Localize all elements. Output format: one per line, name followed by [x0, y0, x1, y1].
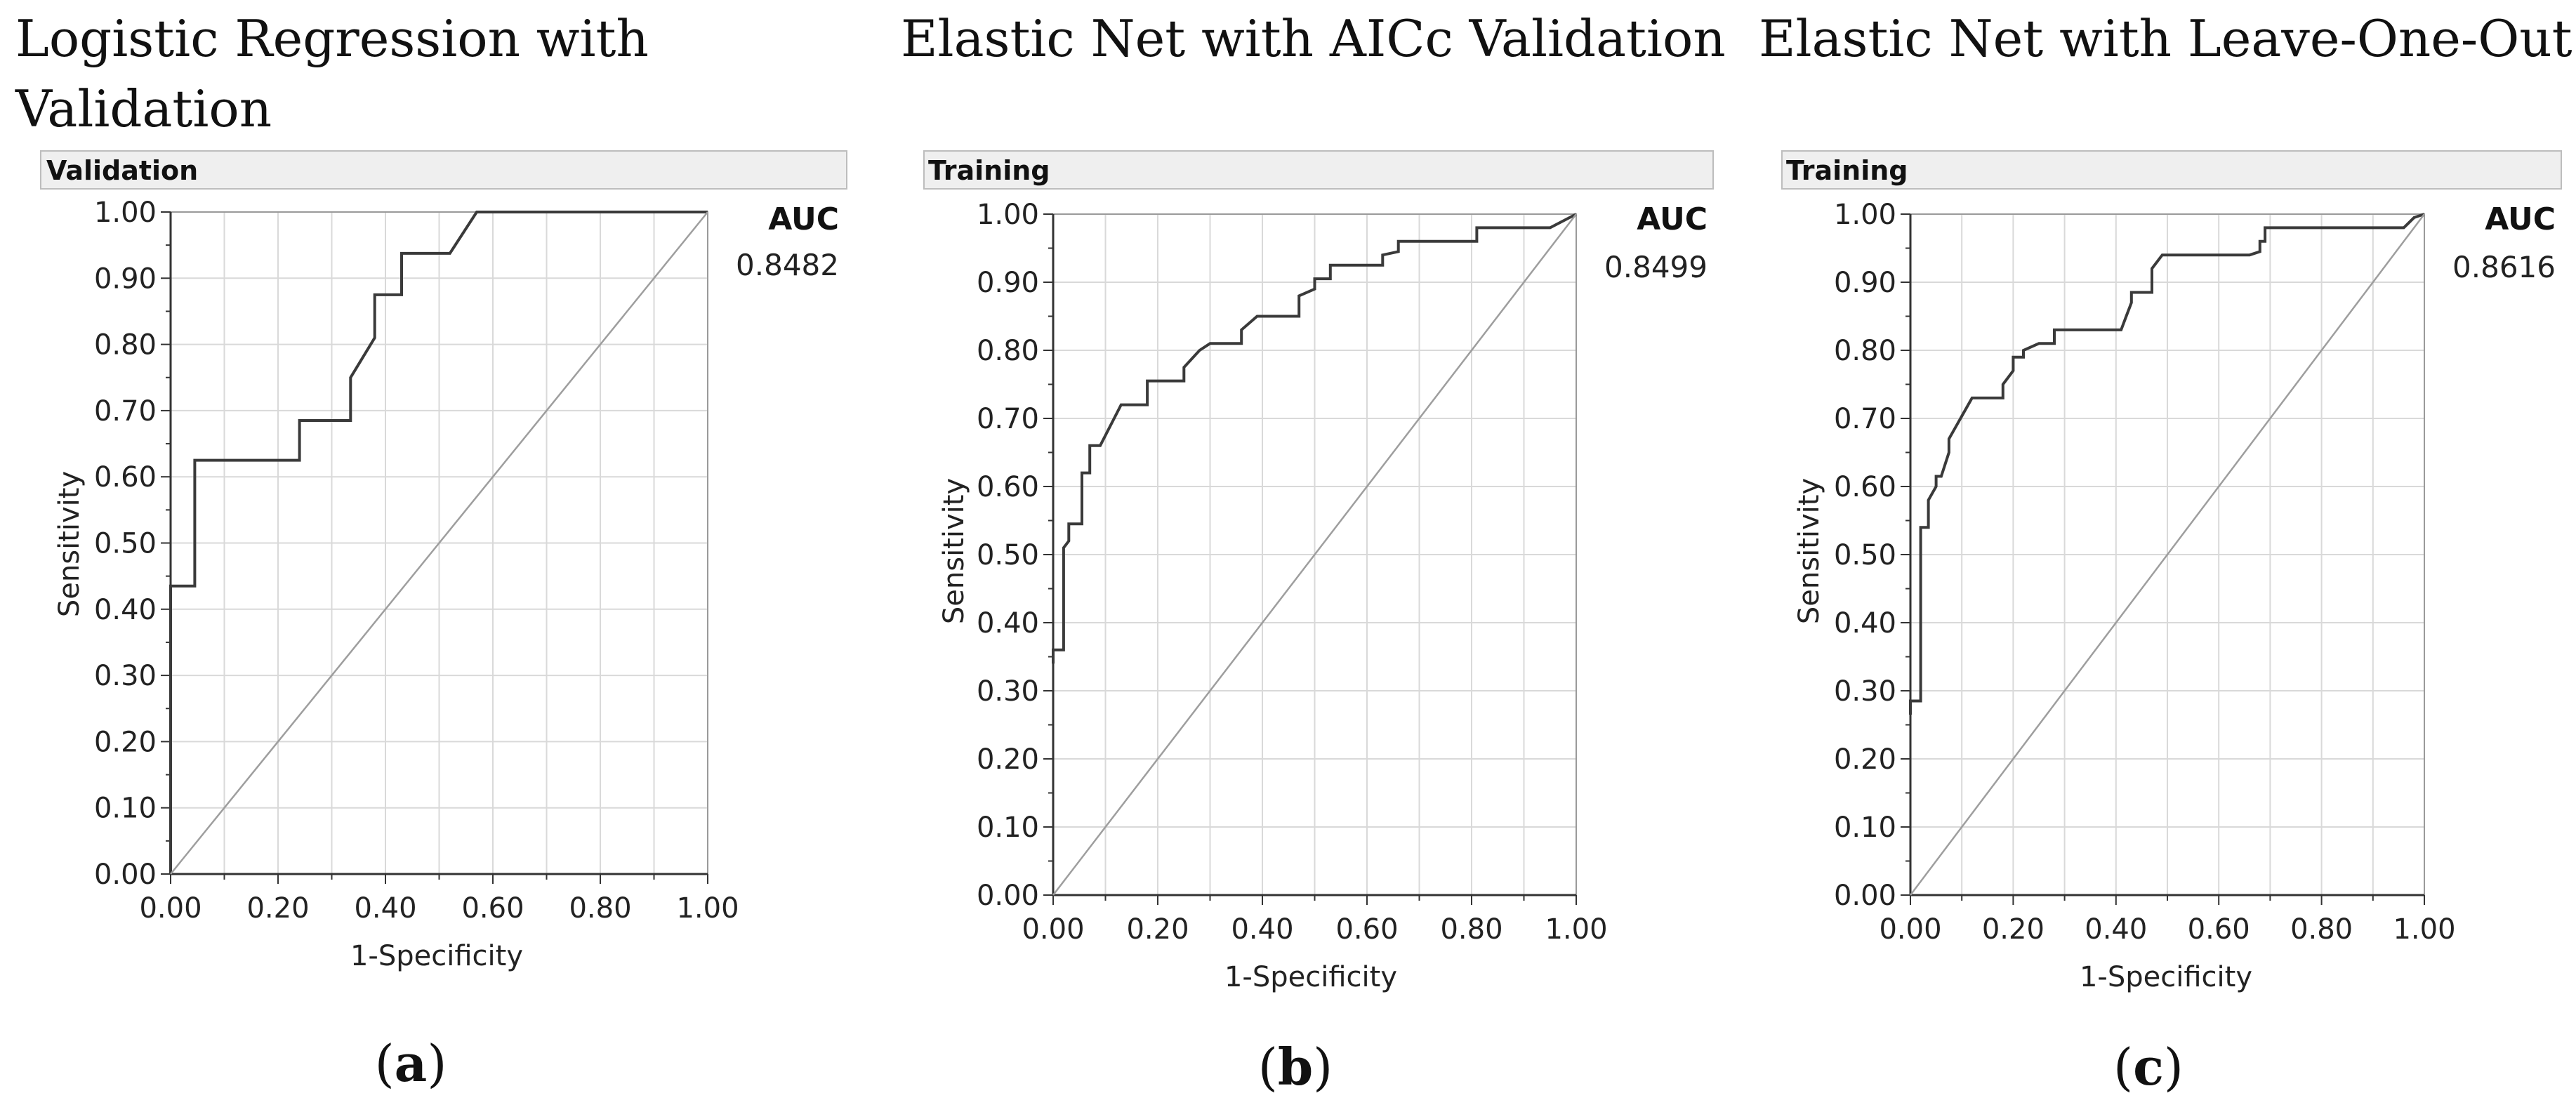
panel-c-title: Elastic Net with Leave-One-Out — [1759, 9, 2572, 68]
panel-b-series-reference-line — [1052, 213, 1577, 896]
panel-b-y-tick-label-5: 0.50 — [977, 539, 1039, 571]
panel-a-auc-value: 0.8482 — [736, 248, 839, 282]
panel-a-title-line2: Validation — [15, 79, 272, 138]
panel-a-caption-letter: a — [395, 1033, 428, 1093]
panel-c-series-reference-line — [1910, 213, 2425, 896]
panel-b-title: Elastic Net with AICc Validation — [901, 9, 1726, 68]
panel-a-y-tick-label-6: 0.60 — [94, 461, 157, 494]
panel-c-y-tick-label-6: 0.60 — [1834, 471, 1896, 503]
panel-a-y-tick-label-1: 0.10 — [94, 793, 157, 825]
panel-c-x-tick-label-2: 0.40 — [2085, 913, 2147, 946]
panel-a-x-tick-label-2: 0.40 — [354, 892, 416, 925]
panel-b-y-tick-label-0: 0.00 — [977, 880, 1039, 912]
panel-c-y-tick-label-1: 0.10 — [1834, 812, 1896, 844]
panel-a-header-bar — [40, 150, 847, 190]
panel-b-y-tick-label-2: 0.20 — [977, 743, 1039, 776]
panel-b-x-tick-label-4: 0.80 — [1440, 913, 1502, 946]
panel-b-x-tick-label-0: 0.00 — [1022, 913, 1084, 946]
panel-a-x-tick-label-3: 0.60 — [461, 892, 524, 925]
panel-a-x-tick-label-1: 0.20 — [246, 892, 309, 925]
panel-b: Elastic Net with AICc Validation Trainin… — [901, 9, 1726, 1097]
panel-a-y-tick-label-10: 1.00 — [94, 197, 157, 229]
panel-c-plot: 0.00 0.10 0.20 0.30 0.40 0.50 0.60 0.70 0.80 0.90… — [1834, 199, 2456, 946]
panel-b-x-tick-label-2: 0.40 — [1231, 913, 1293, 946]
panel-c-x-tick-label-5: 1.00 — [2393, 913, 2455, 946]
panel-c-x-tick-label-4: 0.80 — [2290, 913, 2353, 946]
panel-a-x-tick-label-4: 0.80 — [569, 892, 631, 925]
panel-b-y-tick-label-10: 1.00 — [977, 199, 1039, 231]
panel-c-y-tick-label-10: 1.00 — [1834, 199, 1896, 231]
panel-c-y-tick-label-5: 0.50 — [1834, 539, 1896, 571]
panel-a-x-tick-label-0: 0.00 — [139, 892, 202, 925]
panel-c-x-axis-label: 1-Specificity — [2080, 961, 2252, 993]
panel-c-y-axis-label: Sensitivity — [1793, 478, 1825, 624]
panel-b-x-tick-label-1: 0.20 — [1126, 913, 1189, 946]
panel-a-x-axis-label: 1-Specificity — [350, 940, 523, 972]
panel-a-title-line1: Logistic Regression with — [15, 9, 649, 68]
panel-a-header-label: Validation — [46, 155, 198, 186]
panel-c-auc-value: 0.8616 — [2452, 250, 2556, 284]
panel-c-caption: (c) — [2113, 1037, 2184, 1097]
panel-c-x-tick-label-1: 0.20 — [1982, 913, 2045, 946]
panel-c-y-tick-label-9: 0.90 — [1834, 267, 1896, 299]
panel-a-x-tick-label-5: 1.00 — [676, 892, 739, 925]
panel-a-plot: 0.00 0.10 0.20 0.30 0.40 0.50 0.60 0.70 0.80 0.90… — [94, 197, 739, 925]
panel-b-y-tick-label-3: 0.30 — [977, 675, 1039, 708]
panel-c-x-tick-label-3: 0.60 — [2188, 913, 2250, 946]
panel-c-x-tick-label-0: 0.00 — [1879, 913, 1941, 946]
panel-a-y-tick-label-9: 0.90 — [94, 263, 157, 295]
panel-a-series-reference-line — [170, 211, 708, 875]
panel-b-x-tick-label-3: 0.60 — [1335, 913, 1398, 946]
panel-b-plot: 0.00 0.10 0.20 0.30 0.40 0.50 0.60 0.70 0.80 0.90… — [977, 199, 1608, 946]
panel-a-y-tick-label-5: 0.50 — [94, 528, 157, 560]
panel-a-y-tick-label-4: 0.40 — [94, 594, 157, 626]
panel-b-series-roc-curve — [1052, 213, 1577, 664]
panel-b-caption-letter: b — [1278, 1037, 1313, 1097]
panel-a-caption: (a) — [375, 1033, 447, 1093]
panel-b-y-tick-label-7: 0.70 — [977, 403, 1039, 435]
panel-b-auc-value: 0.8499 — [1604, 250, 1708, 284]
panel-a-y-tick-label-7: 0.70 — [94, 395, 157, 428]
panel-b-caption: (b) — [1258, 1037, 1333, 1097]
panel-a: Logistic Regression with Validation Vali… — [15, 9, 847, 1093]
panel-a-series-roc-curve — [169, 211, 708, 874]
panel-c-auc-label: AUC — [2485, 201, 2556, 237]
panel-c-y-tick-label-0: 0.00 — [1834, 880, 1896, 912]
panel-b-y-axis-label: Sensitivity — [938, 478, 970, 624]
panel-b-y-tick-label-8: 0.80 — [977, 335, 1039, 367]
panel-a-y-axis-label: Sensitivity — [53, 471, 86, 617]
panel-c-y-tick-label-8: 0.80 — [1834, 335, 1896, 367]
panel-c: Elastic Net with Leave-One-Out Training … — [1759, 9, 2572, 1097]
panel-b-x-axis-label: 1-Specificity — [1224, 961, 1397, 993]
panel-c-y-tick-label-3: 0.30 — [1834, 675, 1896, 708]
panel-c-y-tick-label-7: 0.70 — [1834, 403, 1896, 435]
panel-b-y-tick-label-6: 0.60 — [977, 471, 1039, 503]
panel-a-y-tick-label-8: 0.80 — [94, 329, 157, 362]
panel-c-y-tick-label-2: 0.20 — [1834, 743, 1896, 776]
panel-c-header-label: Training — [1786, 155, 1908, 186]
panel-a-y-tick-label-2: 0.20 — [94, 726, 157, 758]
panel-b-y-tick-label-4: 0.40 — [977, 607, 1039, 640]
panel-b-y-tick-label-1: 0.10 — [977, 812, 1039, 844]
panel-b-header-label: Training — [928, 155, 1050, 186]
panel-c-y-tick-label-4: 0.40 — [1834, 607, 1896, 640]
panel-b-header-bar — [923, 150, 1714, 190]
panel-c-header-bar — [1781, 150, 2562, 190]
panel-b-auc-label: AUC — [1637, 201, 1708, 237]
panel-a-y-tick-label-0: 0.00 — [94, 859, 157, 891]
panel-c-caption-letter: c — [2133, 1037, 2164, 1097]
panel-a-y-tick-label-3: 0.30 — [94, 660, 157, 692]
panel-a-auc-label: AUC — [768, 201, 839, 237]
panel-b-x-tick-label-5: 1.00 — [1545, 913, 1607, 946]
panel-b-y-tick-label-9: 0.90 — [977, 267, 1039, 299]
panel-c-series-roc-curve — [1909, 213, 2425, 715]
